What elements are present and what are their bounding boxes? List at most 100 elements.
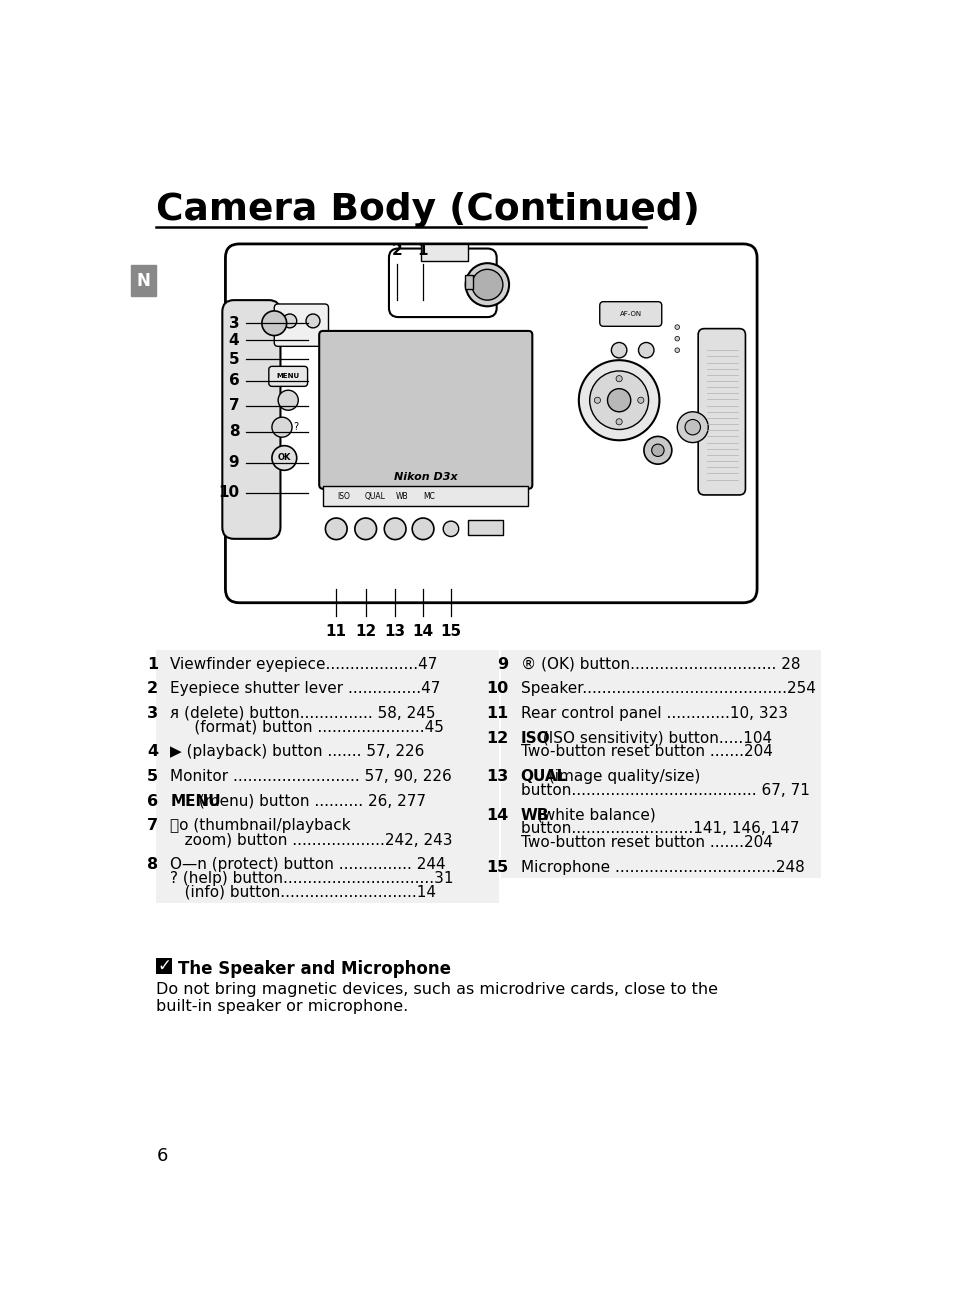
Text: 2: 2 [391,243,401,258]
Text: QUAL: QUAL [520,769,566,784]
Bar [156,700,498,738]
Text: 3: 3 [147,706,158,721]
FancyBboxPatch shape [319,331,532,489]
Bar [421,244,468,261]
Text: 9: 9 [229,455,239,470]
Text: 13: 13 [384,624,405,639]
Text: (format) button ......................45: (format) button ......................45 [171,720,444,735]
Bar [500,700,821,724]
Circle shape [578,360,659,440]
Text: O—n (protect) button ............... 244: O—n (protect) button ............... 244 [171,857,446,872]
Circle shape [616,419,621,424]
Text: zoom) button ...................242, 243: zoom) button ...................242, 243 [171,832,453,848]
Text: 6: 6 [229,373,239,389]
Text: 11: 11 [485,706,508,721]
Text: 3: 3 [229,315,239,331]
Text: MENU: MENU [171,794,221,808]
Circle shape [465,263,509,306]
Bar [156,650,498,675]
FancyBboxPatch shape [599,302,661,326]
Text: AF-ON: AF-ON [619,311,641,317]
Bar [500,675,821,700]
Circle shape [638,343,654,357]
Bar [156,812,498,850]
Text: 10: 10 [218,485,239,501]
Text: ? (help) button...............................31: ? (help) button.........................… [171,871,454,886]
Text: Two-button reset button .......204: Two-button reset button .......204 [520,745,772,759]
Text: ✓: ✓ [157,957,171,975]
Bar [156,675,498,700]
Text: (ISO sensitivity) button.....104: (ISO sensitivity) button.....104 [537,731,771,745]
Bar [468,519,502,535]
Text: Camera Body (Continued): Camera Body (Continued) [156,192,700,229]
Text: ® (OK) button.............................. 28: ® (OK) button...........................… [520,657,800,671]
Circle shape [684,419,700,435]
Circle shape [325,518,347,540]
Bar [156,763,498,787]
Circle shape [674,348,679,352]
FancyBboxPatch shape [222,300,280,539]
Text: 11: 11 [325,624,346,639]
Text: Two-button reset button .......204: Two-button reset button .......204 [520,836,772,850]
Text: 10: 10 [485,681,508,696]
FancyBboxPatch shape [274,304,328,347]
Text: Speaker..........................................254: Speaker.................................… [520,681,815,696]
Bar [500,763,821,802]
Text: 2: 2 [147,681,158,696]
Circle shape [282,314,296,328]
Circle shape [643,436,671,464]
Text: (white balance): (white balance) [532,808,656,823]
Text: 4: 4 [147,745,158,759]
Circle shape [677,411,707,443]
Circle shape [443,522,458,536]
Text: ?: ? [294,422,298,432]
Text: 13: 13 [485,769,508,784]
Circle shape [594,397,599,403]
Bar [500,802,821,854]
Text: ᴙ (delete) button............... 58, 245: ᴙ (delete) button............... 58, 245 [171,706,436,721]
Text: ▶ (playback) button ....... 57, 226: ▶ (playback) button ....... 57, 226 [171,745,424,759]
Text: 8: 8 [229,424,239,439]
Text: 7: 7 [147,819,158,833]
Text: 1: 1 [147,657,158,671]
Text: 15: 15 [485,859,508,875]
Text: Viewfinder eyepiece...................47: Viewfinder eyepiece...................47 [171,657,437,671]
FancyBboxPatch shape [389,248,497,317]
Text: 5: 5 [147,769,158,784]
Text: (info) button............................14: (info) button...........................… [171,884,436,900]
Bar [131,265,155,296]
Text: MC: MC [423,491,435,501]
Circle shape [589,371,648,430]
Text: button.........................141, 146, 147: button.........................141, 146,… [520,821,799,837]
Bar [500,724,821,763]
Text: QUAL: QUAL [364,491,385,501]
Text: Monitor .......................... 57, 90, 226: Monitor .......................... 57, 9… [171,769,452,784]
Text: Do not bring magnetic devices, such as microdrive cards, close to the: Do not bring magnetic devices, such as m… [156,982,718,996]
Circle shape [611,343,626,357]
Text: Microphone .................................248: Microphone .............................… [520,859,803,875]
Bar [500,650,821,675]
FancyBboxPatch shape [225,244,757,603]
Text: MENU: MENU [276,373,299,380]
Text: N: N [136,272,150,290]
Text: 6: 6 [147,794,158,808]
Text: WB: WB [395,491,408,501]
Circle shape [616,376,621,382]
Text: 6: 6 [156,1147,168,1166]
Circle shape [607,389,630,411]
Bar [500,854,821,878]
Text: 7: 7 [229,398,239,413]
Text: WB: WB [520,808,549,823]
FancyBboxPatch shape [698,328,744,495]
Text: 15: 15 [440,624,461,639]
Bar [156,738,498,763]
Circle shape [278,390,298,410]
Circle shape [272,445,296,470]
FancyBboxPatch shape [269,367,307,386]
Text: 9: 9 [497,657,508,671]
Text: button...................................... 67, 71: button..................................… [520,783,809,798]
Circle shape [674,325,679,330]
Circle shape [637,397,643,403]
Bar [156,850,498,903]
Text: 1: 1 [417,243,428,258]
